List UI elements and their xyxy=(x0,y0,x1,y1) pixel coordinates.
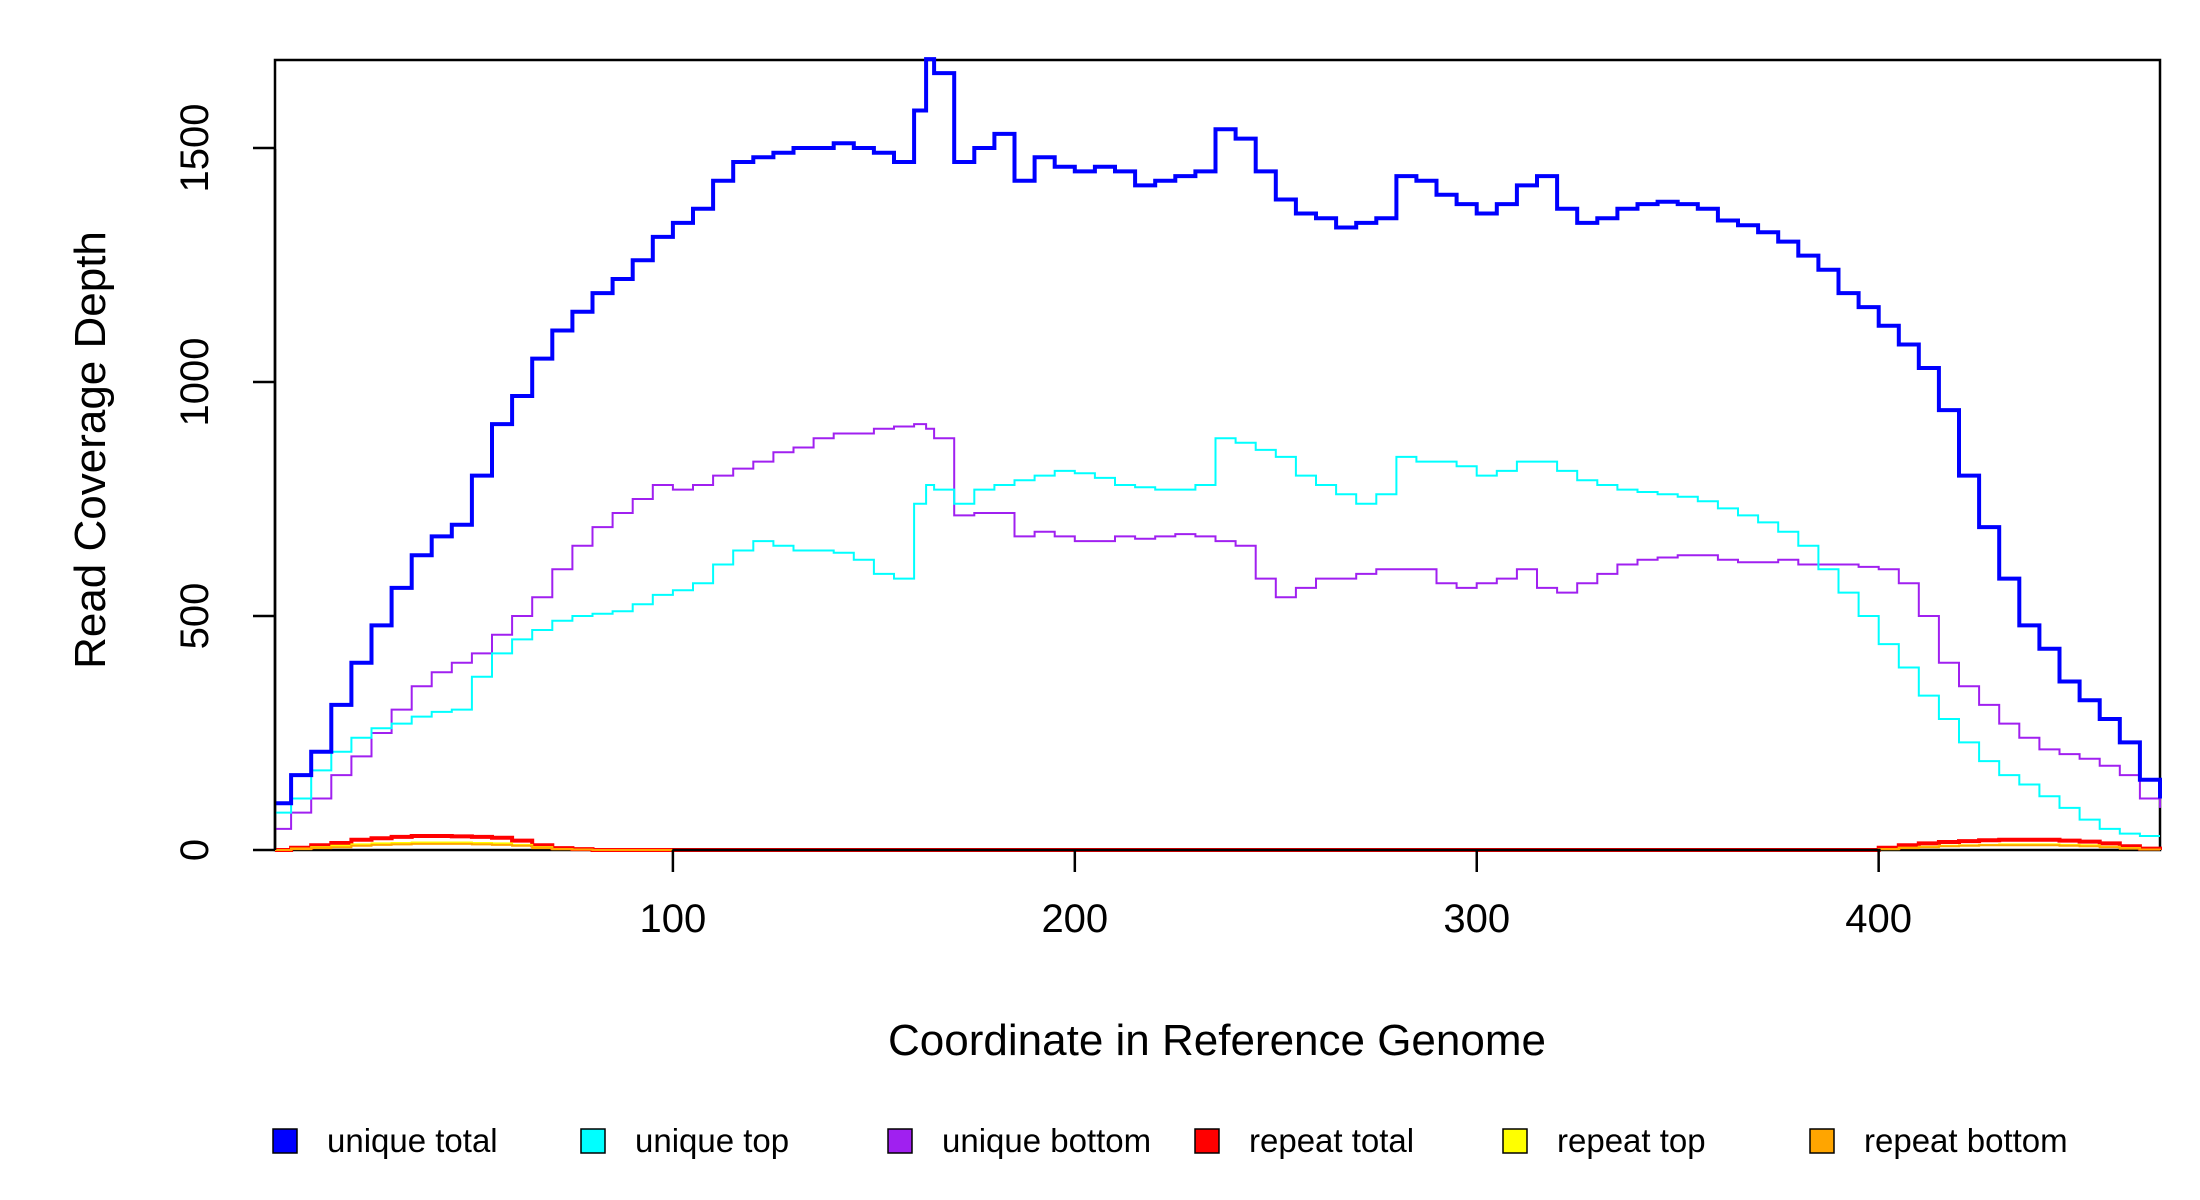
legend-swatch-repeat-top xyxy=(1502,1128,1528,1154)
legend: unique total unique top unique bottom repea… xyxy=(272,1122,2068,1159)
legend-swatch-unique-top xyxy=(580,1128,606,1154)
x-axis: 100 200 300 400 xyxy=(640,848,1912,941)
plot-area xyxy=(273,57,2162,852)
y-tick-label-0: 0 xyxy=(173,839,217,861)
series-line-unique-total xyxy=(275,57,2162,806)
x-tick-label-200: 200 xyxy=(1041,897,1108,941)
y-axis: 0 500 1000 1500 xyxy=(173,103,277,861)
x-axis-title: Coordinate in Reference Genome xyxy=(888,1016,1546,1065)
legend-swatch-unique-total xyxy=(272,1128,298,1154)
legend-swatch-repeat-bottom xyxy=(1809,1128,1835,1154)
x-tick-label-300: 300 xyxy=(1443,897,1510,941)
legend-label-unique-total: unique total xyxy=(327,1122,498,1159)
y-tick-label-500: 500 xyxy=(173,583,217,650)
legend-label-repeat-top: repeat top xyxy=(1557,1122,1706,1159)
y-tick-label-1500: 1500 xyxy=(173,103,217,192)
series-layer xyxy=(275,57,2162,852)
legend-label-unique-top: unique top xyxy=(635,1122,789,1159)
series-line-unique-bottom xyxy=(275,423,2161,830)
x-tick-label-400: 400 xyxy=(1845,897,1912,941)
x-ticks: 100 200 300 400 xyxy=(640,850,1912,941)
legend-label-repeat-total: repeat total xyxy=(1249,1122,1414,1159)
plot-frame xyxy=(273,58,2162,852)
y-axis-title: Read Coverage Depth xyxy=(66,231,115,669)
legend-swatch-unique-bottom xyxy=(887,1128,913,1154)
series-line-repeat-total xyxy=(275,834,2162,852)
legend-label-unique-bottom: unique bottom xyxy=(942,1122,1151,1159)
x-tick-label-100: 100 xyxy=(640,897,707,941)
series-line-unique-top xyxy=(275,437,2160,837)
legend-label-repeat-bottom: repeat bottom xyxy=(1864,1122,2068,1159)
y-tick-label-1000: 1000 xyxy=(173,337,217,426)
y-ticks: 0 500 1000 1500 xyxy=(173,103,275,861)
legend-swatch-repeat-total xyxy=(1194,1128,1220,1154)
